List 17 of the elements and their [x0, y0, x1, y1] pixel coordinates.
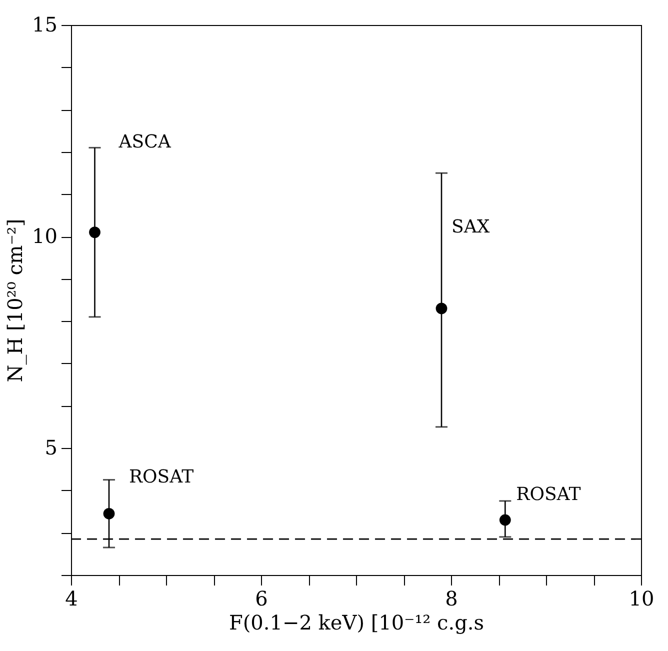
x-axis-title: F(0.1−2 keV) [10⁻¹² c.g.s: [228, 610, 484, 634]
point: [499, 514, 511, 526]
x-tick-label: 10: [628, 586, 654, 610]
x-tick-label: 4: [65, 586, 78, 610]
y-tick-label: 5: [44, 436, 58, 460]
x-tick-label: 8: [445, 586, 458, 610]
point: [103, 508, 115, 520]
y-tick-label: 15: [32, 12, 58, 36]
annotation: ROSAT: [129, 466, 194, 488]
annotation: ROSAT: [516, 484, 581, 505]
y-tick-label: 10: [32, 224, 58, 248]
x-tick-label: 6: [255, 586, 268, 610]
point: [436, 302, 448, 314]
point: [89, 226, 100, 238]
annotation: ASCA: [118, 131, 172, 152]
annotation: SAX: [452, 216, 490, 238]
y-axis-title: N_H [10²⁰ cm⁻²]: [3, 218, 28, 382]
